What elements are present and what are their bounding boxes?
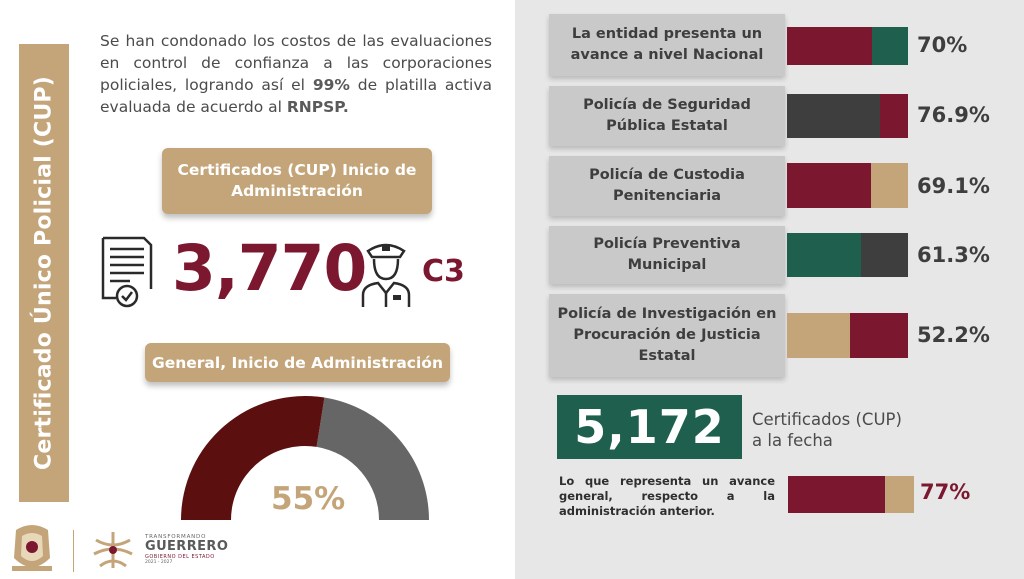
progress-label-municipal: Policía Preventiva Municipal (549, 226, 785, 284)
footer-logos: TRANSFORMANDO GUERRERO GOBIERNO DEL ESTA… (8, 520, 238, 575)
progress-bar-segment-2 (870, 163, 908, 208)
side-title-bar: Certificado Único Policial (CUP) (19, 44, 69, 502)
total-certified-label: Certificados (CUP) a la fecha (752, 410, 902, 450)
certified-number: 3,770 (172, 232, 367, 305)
progress-percent-national: 70% (917, 33, 968, 57)
state-coat-of-arms-icon (12, 525, 52, 571)
progress-percent-investigation: 52.2% (917, 323, 990, 347)
progress-bar-segment-1 (787, 233, 862, 277)
logo-main-text: GUERRERO (145, 539, 229, 554)
progress-label-state-police: Policía de Seguridad Pública Estatal (549, 86, 785, 146)
guerrero-emblem-icon (93, 532, 133, 568)
left-panel (0, 0, 515, 579)
progress-bar-segment-2 (861, 233, 908, 277)
progress-bar-segment-1 (787, 313, 851, 358)
logo-years-text: 2021 - 2027 (145, 560, 173, 565)
progress-percent-state-police: 76.9% (917, 103, 990, 127)
side-title: Certificado Único Policial (CUP) (31, 76, 57, 470)
progress-bar-national (787, 27, 908, 65)
intro-highlight-org: RNPSP. (286, 98, 349, 116)
logo-divider (73, 530, 74, 572)
summary-bar-segment-2 (885, 476, 914, 513)
gauge-remaining-arc (316, 397, 429, 520)
certified-unit: C3 (422, 254, 465, 289)
progress-bar-municipal (787, 233, 908, 277)
progress-percent-municipal: 61.3% (917, 243, 990, 267)
progress-bar-segment-1 (787, 163, 871, 208)
progress-label-investigation: Policía de Investigación en Procuración … (549, 294, 785, 377)
summary-percent: 77% (920, 480, 971, 504)
logo-sub-text: GOBIERNO DEL ESTADO (145, 554, 215, 560)
intro-text-2: de platilla activa evaluada de acuerdo a… (100, 76, 493, 116)
summary-note: Lo que representa un avance general, res… (559, 474, 775, 518)
total-certified-number: 5,172 (557, 395, 742, 459)
summary-progress-bar (788, 476, 914, 513)
intro-text-1: Se han condonado los costos de las evalu… (100, 32, 492, 94)
progress-bar-segment-2 (880, 94, 908, 138)
intro-paragraph: Se han condonado los costos de las evalu… (100, 30, 492, 118)
progress-bar-investigation (787, 313, 908, 358)
general-label: General, Inicio de Administración (145, 343, 450, 382)
progress-bar-segment-2 (871, 27, 908, 65)
progress-bar-segment-2 (850, 313, 908, 358)
police-officer-icon (361, 243, 411, 307)
progress-bar-segment-1 (787, 27, 872, 65)
general-gauge (181, 396, 429, 520)
progress-percent-custody: 69.1% (917, 174, 990, 198)
progress-bar-segment-1 (787, 94, 881, 138)
certificate-document-icon (101, 236, 153, 308)
certified-label: Certificados (CUP) Inicio de Administrac… (162, 148, 432, 214)
progress-label-national: La entidad presenta un avance a nivel Na… (549, 14, 785, 76)
gauge-filled-arc (181, 396, 325, 520)
logo-small-text: TRANSFORMANDO (145, 534, 207, 540)
progress-label-custody: Policía de Custodia Penitenciaria (549, 156, 785, 216)
intro-highlight-pct: 99% (312, 76, 350, 94)
progress-bar-state-police (787, 94, 908, 138)
gauge-percent: 55% (271, 481, 346, 517)
summary-bar-segment-1 (788, 476, 886, 513)
progress-bar-custody (787, 163, 908, 208)
guerrero-logo-text: TRANSFORMANDO GUERRERO GOBIERNO DEL ESTA… (145, 534, 228, 565)
